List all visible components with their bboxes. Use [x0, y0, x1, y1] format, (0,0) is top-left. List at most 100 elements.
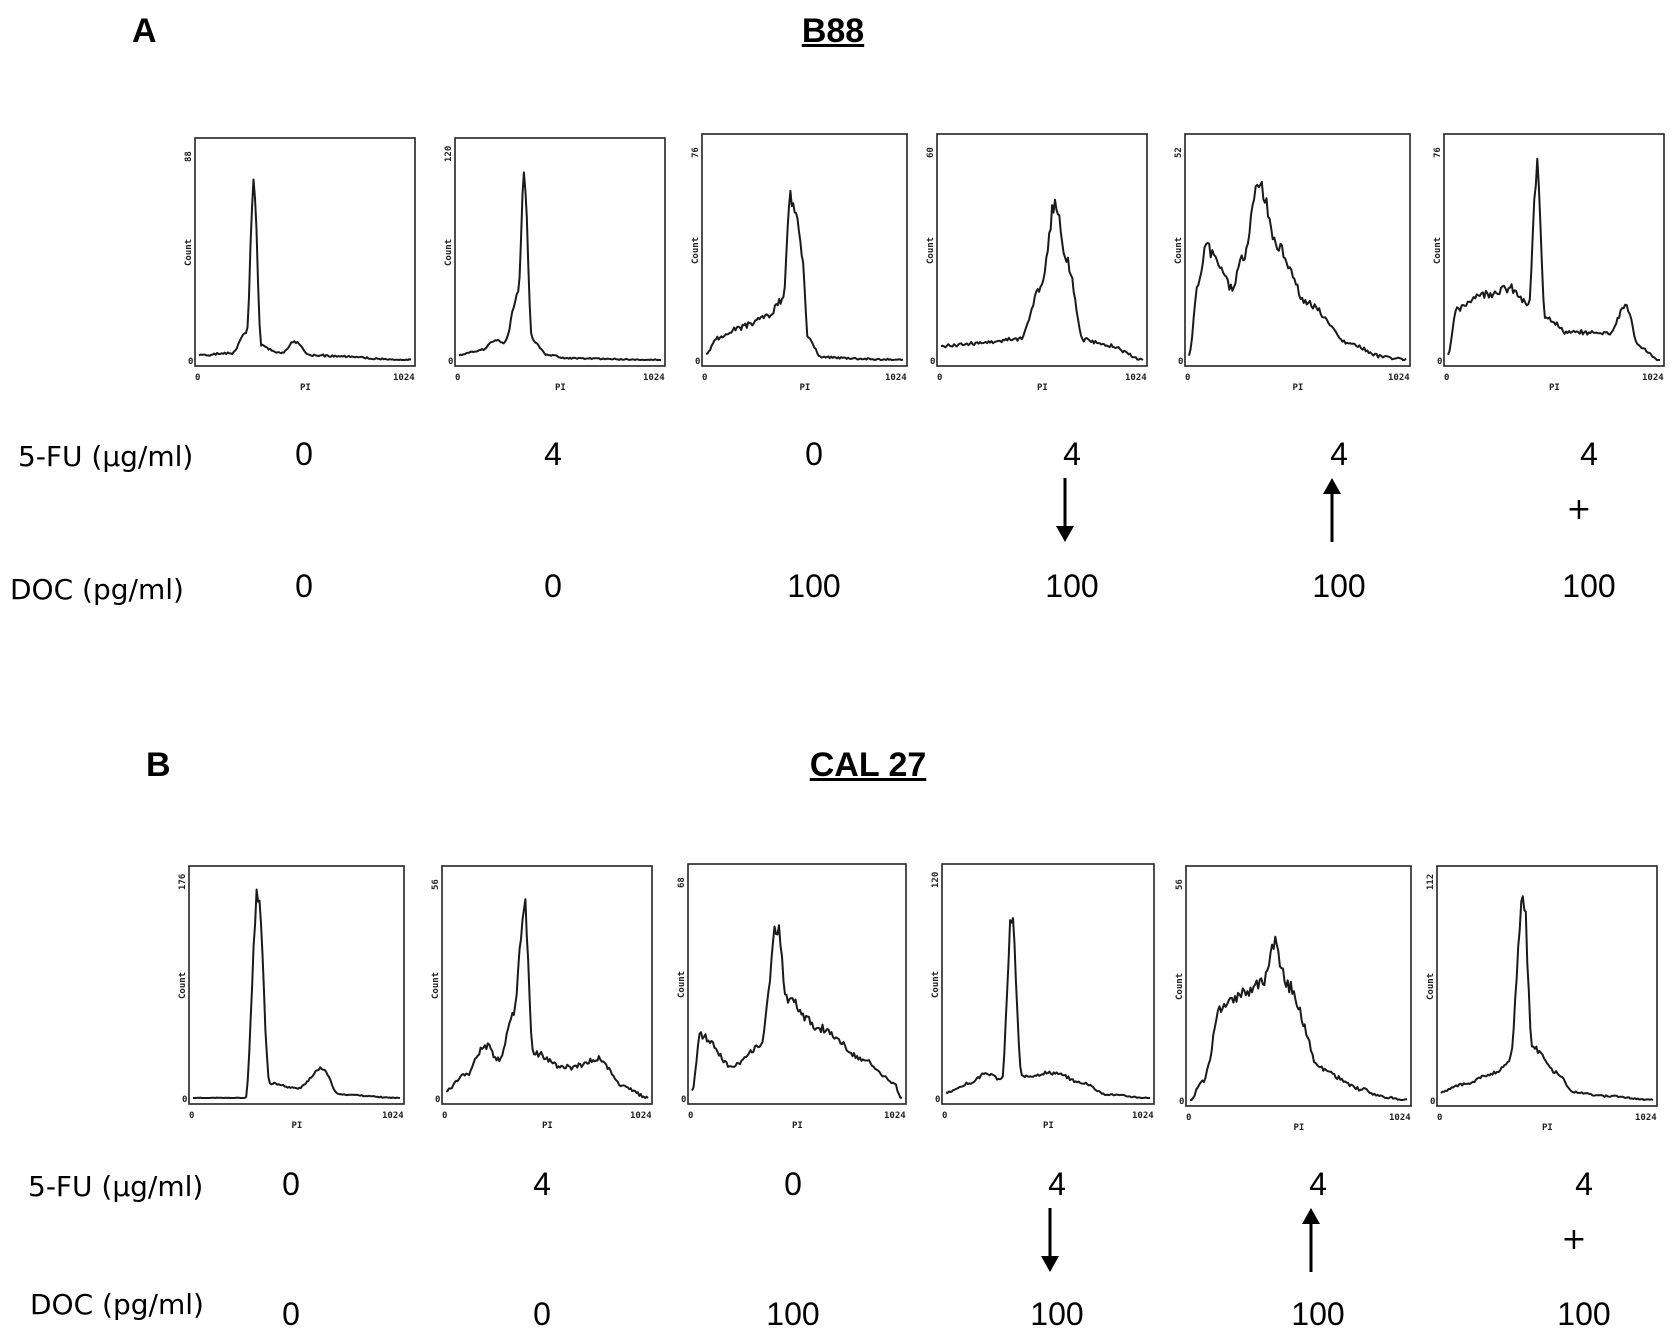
doc-value-a-4: 100: [1045, 568, 1099, 604]
x-axis-label: PI: [1293, 383, 1304, 393]
x-max-tick-label: 1024: [630, 1111, 652, 1121]
histogram-b-2: 56 0 Count 0 1024 PI: [431, 865, 653, 1131]
up-arrow-icon-b: [1302, 1208, 1320, 1272]
y-max-tick-label: 68: [677, 877, 687, 888]
doc-value-b-2: 0: [533, 1296, 551, 1332]
doc-value-b-6: 100: [1557, 1296, 1611, 1332]
doc-value-a-5: 100: [1312, 568, 1366, 604]
x-max-tick-label: 1024: [1125, 373, 1147, 383]
y-max-tick-label: 176: [178, 874, 188, 890]
histogram-frame: [936, 133, 1148, 367]
histogram-frame: [194, 137, 416, 367]
histogram-frame: [1436, 865, 1658, 1107]
y-axis-label: Count: [184, 239, 194, 266]
y-max-tick-label: 76: [1433, 147, 1443, 158]
panel-a-letter: A: [132, 12, 157, 50]
doc-value-a-6: 100: [1562, 568, 1616, 604]
panel-b-letter: B: [146, 746, 171, 784]
x-max-tick-label: 1024: [382, 1111, 404, 1121]
y-zero-tick-label: 0: [1430, 1097, 1435, 1107]
histogram-trace: [940, 198, 1144, 361]
y-axis-label: Count: [677, 971, 687, 998]
y-max-tick-label: 88: [184, 151, 194, 162]
x-axis-label: PI: [292, 1121, 303, 1131]
y-max-tick-label: 112: [1426, 874, 1436, 890]
histogram-frame: [188, 865, 405, 1105]
y-max-tick-label: 52: [1174, 147, 1184, 158]
y-max-tick-label: 120: [444, 146, 454, 162]
x-max-tick-label: 1024: [1132, 1111, 1154, 1121]
x-zero-tick-label: 0: [442, 1111, 447, 1121]
histogram-trace: [1188, 180, 1407, 361]
5fu-value-b-5: 4: [1309, 1166, 1327, 1202]
histogram-trace: [193, 888, 401, 1099]
histogram-a-3: 76 0 Count 0 1024 PI: [691, 133, 908, 393]
5fu-value-a-6: 4: [1580, 436, 1598, 472]
y-axis-label: Count: [1433, 237, 1443, 264]
histogram-frame: [687, 863, 907, 1105]
histogram-trace: [458, 171, 661, 361]
histogram-frame: [701, 133, 908, 367]
x-axis-label: PI: [800, 383, 811, 393]
x-zero-tick-label: 0: [688, 1111, 693, 1121]
histogram-frame: [941, 863, 1155, 1105]
x-axis-label: PI: [1294, 1123, 1305, 1133]
histogram-trace: [198, 178, 412, 361]
down-arrow-icon-a: [1056, 478, 1074, 542]
x-max-tick-label: 1024: [885, 373, 907, 383]
x-axis-label: PI: [1043, 1121, 1054, 1131]
y-max-tick-label: 120: [931, 872, 941, 888]
histogram-frame: [1185, 865, 1412, 1107]
histogram-trace: [1440, 895, 1654, 1101]
5fu-value-b-4: 4: [1048, 1166, 1066, 1202]
down-arrow-icon-b: [1041, 1208, 1059, 1272]
histogram-a-1: 88 0 Count 0 1024 PI: [184, 137, 416, 393]
simultaneous-plus-a: +: [1566, 492, 1592, 527]
x-max-tick-label: 1024: [643, 373, 665, 383]
histogram-trace: [691, 924, 903, 1099]
y-axis-label: Count: [1175, 973, 1185, 1000]
panel-a-5fu-label: 5-FU (µg/ml): [18, 440, 194, 473]
y-axis-label: Count: [444, 239, 454, 266]
y-zero-tick-label: 0: [681, 1095, 686, 1105]
panel-b-title: CAL 27: [809, 746, 927, 784]
x-zero-tick-label: 0: [195, 373, 200, 383]
x-max-tick-label: 1024: [1642, 373, 1664, 383]
5fu-value-b-2: 4: [533, 1166, 551, 1202]
5fu-value-b-6: 4: [1575, 1166, 1593, 1202]
x-max-tick-label: 1024: [1389, 1113, 1411, 1123]
panel-a-title: B88: [801, 12, 865, 50]
y-max-tick-label: 56: [1175, 879, 1185, 890]
up-arrow-icon-a: [1323, 478, 1341, 542]
x-zero-tick-label: 0: [189, 1111, 194, 1121]
y-max-tick-label: 56: [431, 879, 441, 890]
5fu-value-a-2: 4: [544, 436, 562, 472]
histogram-b-4: 120 0 Count 0 1024 PI: [931, 863, 1155, 1131]
x-axis-label: PI: [792, 1121, 803, 1131]
y-axis-label: Count: [431, 972, 441, 999]
5fu-value-b-1: 0: [282, 1166, 300, 1202]
histogram-a-2: 120 0 Count 0 1024 PI: [444, 137, 666, 393]
histogram-frame: [441, 865, 653, 1105]
histogram-b-1: 176 0 Count 0 1024 PI: [178, 865, 405, 1131]
5fu-value-a-1: 0: [295, 436, 313, 472]
histogram-frame: [454, 137, 666, 367]
y-zero-tick-label: 0: [435, 1095, 440, 1105]
x-max-tick-label: 1024: [884, 1111, 906, 1121]
x-axis-label: PI: [1549, 383, 1560, 393]
5fu-value-a-5: 4: [1330, 436, 1348, 472]
x-max-tick-label: 1024: [1635, 1113, 1657, 1123]
x-axis-label: PI: [555, 383, 566, 393]
y-zero-tick-label: 0: [1178, 357, 1183, 367]
histogram-b-6: 112 0 Count 0 1024 PI: [1426, 865, 1658, 1133]
x-zero-tick-label: 0: [942, 1111, 947, 1121]
y-axis-label: Count: [931, 971, 941, 998]
x-axis-label: PI: [300, 383, 311, 393]
histogram-b-5: 56 0 Count 0 1024 PI: [1175, 865, 1412, 1133]
x-zero-tick-label: 0: [455, 373, 460, 383]
5fu-value-b-3: 0: [784, 1166, 802, 1202]
y-zero-tick-label: 0: [930, 357, 935, 367]
histogram-trace: [705, 189, 904, 361]
5fu-value-a-4: 4: [1063, 436, 1081, 472]
doc-value-b-3: 100: [766, 1296, 820, 1332]
